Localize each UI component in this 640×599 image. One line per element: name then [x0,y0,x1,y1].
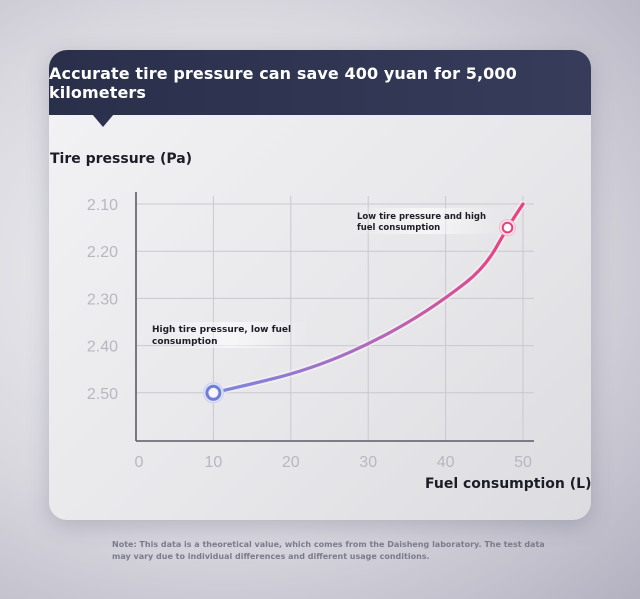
x-tick-label: 50 [514,454,532,471]
title-banner: Accurate tire pressure can save 400 yuan… [49,50,591,115]
axes [135,192,534,442]
y-axis-label: Tire pressure (Pa) [50,151,193,167]
annotation-low-fuel: consumption [152,337,218,347]
x-tick-label: 40 [437,454,455,471]
y-tick-label: 2.50 [87,386,118,403]
x-tick-label: 0 [135,454,144,471]
y-tick-label: 2.30 [87,291,118,308]
annotation-high-fuel: fuel consumption [357,223,440,233]
x-tick-label: 20 [282,454,300,471]
y-tick-label: 2.10 [87,197,118,214]
y-tick-label: 2.40 [87,339,118,356]
annotation-high-fuel: Low tire pressure and high [357,212,486,222]
annotation-bg [352,208,502,234]
x-tick-label: 10 [205,454,223,471]
series-line [211,202,525,395]
x-axis-label: Fuel consumption (L) [425,476,592,492]
y-tick-label: 2.20 [87,244,118,261]
point-marker-high-pressure-core [205,384,222,401]
footnote: Note: This data is a theoretical value, … [112,540,545,561]
chart-title: Accurate tire pressure can save 400 yuan… [49,63,517,102]
annotation-bg [150,322,310,348]
y-ticks: 2.10 2.20 2.30 2.40 2.50 [87,197,118,403]
x-ticks: 0 10 20 30 40 50 [135,454,532,471]
annotation-low-fuel: High tire pressure, low fuel [152,325,291,335]
series [209,200,527,397]
point-marker-low-pressure-core [501,221,514,234]
banner-pointer [92,114,114,127]
grid [136,196,534,441]
annotations: High tire pressure, low fuel consumption L… [150,208,517,404]
x-tick-label: 30 [359,454,377,471]
